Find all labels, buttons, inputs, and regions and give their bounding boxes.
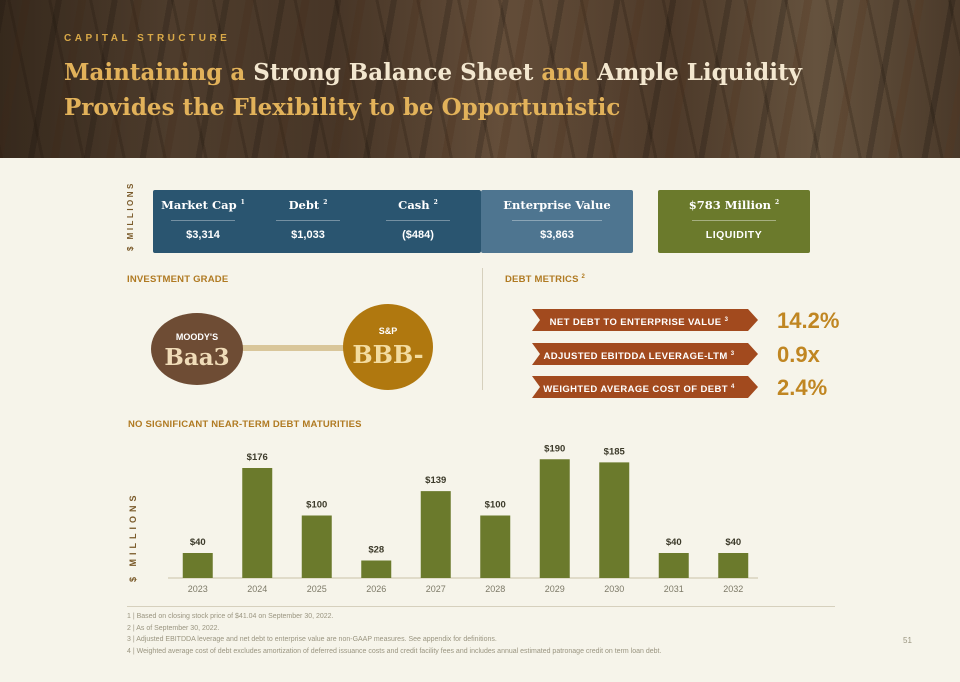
data-label-2027: $139 — [425, 475, 446, 486]
liquidity-label: LIQUIDITY — [705, 229, 763, 241]
footnote-4: 4 | Weighted average cost of debt exclud… — [127, 647, 662, 655]
enterprise-value-value: $3,863 — [540, 229, 574, 241]
x-tick-2032: 2032 — [723, 584, 743, 594]
title-line-2: Provides the Flexibility to be Opportuni… — [64, 94, 621, 121]
liquidity-note: 2 — [775, 199, 780, 207]
rating-connector — [240, 345, 350, 351]
investment-grade-title: INVESTMENT GRADE — [127, 274, 229, 285]
data-label-2029: $190 — [544, 443, 565, 454]
bar-2023 — [182, 553, 213, 578]
moodys-grade: Baa3 — [164, 344, 230, 371]
debt-metrics-title-text: DEBT METRICS — [505, 274, 579, 286]
data-label-2025: $100 — [306, 500, 327, 511]
enterprise-value-box: Enterprise Value $3,863 — [481, 190, 633, 253]
cash-value: ($484) — [402, 229, 434, 241]
arrow-banner — [532, 376, 758, 398]
x-tick-2027: 2027 — [426, 584, 446, 594]
sp-grade: BBB- — [352, 340, 424, 369]
enterprise-value-cell: Enterprise Value $3,863 — [481, 190, 633, 253]
market-cap-note: 1 — [240, 199, 245, 207]
data-label-2031: $40 — [666, 537, 682, 548]
market-cap-label: Market Cap — [161, 198, 237, 212]
bar-2030 — [599, 462, 630, 578]
cap-structure-bar: Market Cap 1 $3,314 Debt 2 $1,033 Cash 2… — [153, 190, 481, 253]
liquidity-box: $783 Million 2 LIQUIDITY — [658, 190, 810, 253]
page-number: 51 — [903, 636, 912, 645]
divider — [171, 220, 235, 221]
x-tick-2030: 2030 — [604, 584, 624, 594]
bar-2027 — [420, 491, 451, 578]
bar-2031 — [658, 553, 689, 578]
metric-cost-of-debt-note: 4 — [731, 384, 735, 390]
bar-2026 — [361, 560, 392, 578]
cash-label: Cash — [398, 198, 430, 212]
hero-shade — [0, 0, 960, 158]
cap-unit-label: $ MILLIONS — [126, 181, 135, 251]
divider — [692, 220, 776, 221]
metric-leverage-note: 3 — [730, 351, 735, 357]
divider — [512, 220, 602, 221]
section-eyebrow: CAPITAL STRUCTURE — [64, 33, 231, 44]
sp-rating-badge: S&P BBB- — [343, 304, 433, 390]
x-tick-2031: 2031 — [664, 584, 684, 594]
bar-2032 — [718, 553, 749, 578]
x-tick-2028: 2028 — [485, 584, 505, 594]
metric-net-debt-label: NET DEBT TO ENTERPRISE VALUE — [549, 317, 722, 329]
x-tick-2025: 2025 — [307, 584, 327, 594]
market-cap-cell: Market Cap 1 $3,314 — [153, 190, 253, 253]
debt-label: Debt — [288, 198, 320, 212]
data-label-2032: $40 — [725, 537, 741, 548]
title-part-3: and — [533, 59, 598, 86]
bar-2024 — [242, 468, 273, 578]
hero-banner — [0, 0, 960, 158]
bar-2029 — [539, 459, 570, 578]
debt-metrics-title: DEBT METRICS 2 — [505, 274, 585, 285]
metric-net-debt-note: 3 — [724, 317, 729, 323]
cash-cell: Cash 2 ($484) — [363, 190, 473, 253]
metric-net-debt-value: 14.2% — [777, 308, 840, 333]
data-label-2024: $176 — [247, 452, 268, 463]
divider — [276, 220, 340, 221]
footnote-1: 1 | Based on closing stock price of $41.… — [127, 613, 334, 620]
divider — [386, 220, 450, 221]
metric-cost-of-debt-label: WEIGHTED AVERAGE COST OF DEBT — [543, 384, 728, 396]
debt-cell: Debt 2 $1,033 — [253, 190, 363, 253]
data-label-2030: $185 — [604, 446, 626, 457]
maturities-chart: $40 2023 $176 2024 $100 2025 $28 2026 $139 2027 $1… — [168, 443, 758, 594]
chart-title: NO SIGNIFICANT NEAR-TERM DEBT MATURITIES — [128, 419, 362, 430]
debt-value: $1,033 — [291, 229, 325, 241]
enterprise-value-label: Enterprise Value — [503, 198, 611, 212]
section-divider — [482, 268, 483, 390]
market-cap-value: $3,314 — [186, 229, 220, 241]
sp-agency: S&P — [378, 326, 398, 336]
title-part-2: Strong Balance Sheet — [253, 59, 534, 86]
footnotes: 1 | Based on closing stock price of $41.… — [127, 606, 835, 657]
page-title: Maintaining a Strong Balance Sheet and A… — [64, 55, 802, 125]
debt-note: 2 — [323, 199, 328, 207]
title-part-1: Maintaining a — [64, 59, 254, 86]
x-tick-2029: 2029 — [545, 584, 565, 594]
bar-2028 — [480, 515, 511, 578]
metric-cost-of-debt-value: 2.4% — [777, 375, 828, 400]
x-tick-2024: 2024 — [247, 584, 267, 594]
arrow-banner — [532, 309, 758, 331]
liquidity-amount: $783 Million — [688, 198, 772, 212]
moodys-rating-badge: MOODY'S Baa3 — [151, 313, 243, 385]
metric-leverage-label: ADJUSTED EBITDDA LEVERAGE-LTM — [543, 351, 728, 363]
moodys-agency: MOODY'S — [175, 332, 219, 342]
data-label-2026: $28 — [368, 545, 384, 556]
bar-2025 — [301, 515, 332, 578]
title-part-4: Ample Liquidity — [597, 59, 802, 86]
metric-leverage-value: 0.9x — [777, 342, 820, 367]
data-label-2023: $40 — [190, 537, 206, 548]
x-tick-2026: 2026 — [366, 584, 386, 594]
footnote-2: 2 | As of September 30, 2022. — [127, 624, 220, 632]
cash-note: 2 — [433, 199, 438, 207]
data-label-2028: $100 — [485, 500, 506, 511]
footnote-3: 3 | Adjusted EBITDDA leverage and net de… — [127, 636, 497, 643]
arrow-banner — [532, 343, 758, 365]
x-tick-2023: 2023 — [188, 584, 208, 594]
debt-metrics-note: 2 — [581, 274, 586, 280]
